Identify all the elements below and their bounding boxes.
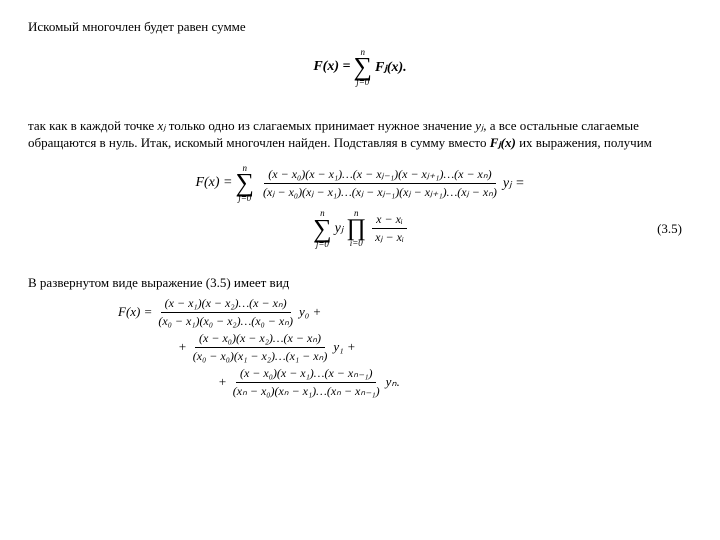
- f3-sum: n ∑ j=0: [313, 209, 332, 248]
- formula-2-block: F(x) = n ∑ j=0 (x − x₀)(x − x₁)…(x − xⱼ₋…: [28, 164, 692, 248]
- f4a-frac: (x − x₁)(x − x₂)…(x − xₙ) (x₀ − x₁)(x₀ −…: [154, 296, 297, 329]
- f1-lhs: F(x) =: [313, 59, 350, 75]
- document-page: Искомый многочлен будет равен сумме F(x)…: [0, 0, 720, 419]
- f4c-den: (xₙ − x₀)(xₙ − x₁)…(xₙ − xₙ₋₁): [229, 383, 384, 399]
- f1-sum: n ∑ j=0: [353, 48, 372, 87]
- sum-bot: j=0: [356, 78, 369, 87]
- f4-lhs: F(x) =: [118, 304, 152, 320]
- f2-lhs: F(x) =: [195, 175, 232, 191]
- f3-frac: x − xᵢ xⱼ − xᵢ: [371, 212, 408, 245]
- f2-den: (xⱼ − x₀)(xⱼ − x₁)…(xⱼ − xⱼ₋₁)(xⱼ − xⱼ₊₁…: [259, 184, 501, 200]
- f3-num: x − xᵢ: [372, 212, 407, 229]
- f4c-pre: +: [218, 374, 227, 390]
- formula-4b: + (x − x₀)(x − x₂)…(x − xₙ) (x₀ − x₀)(x₁…: [118, 331, 692, 364]
- p2d: их выражения, получим: [516, 135, 652, 150]
- sum-bot: j=0: [238, 194, 251, 203]
- p2b: только одно из слагаемых принимает нужно…: [165, 118, 475, 133]
- sigma-glyph: ∑: [353, 56, 372, 78]
- formula-1: F(x) = n ∑ j=0 Fⱼ(x).: [28, 48, 692, 87]
- f2-sum: n ∑ j=0: [236, 164, 255, 203]
- f3-den: xⱼ − xᵢ: [371, 229, 408, 245]
- f4b-tail: y₁ +: [333, 339, 355, 355]
- f4c-tail: yₙ.: [386, 374, 400, 390]
- formula-2: F(x) = n ∑ j=0 (x − x₀)(x − x₁)…(x − xⱼ₋…: [28, 164, 692, 203]
- sigma-glyph: ∑: [236, 172, 255, 194]
- fjx: Fⱼ(x): [490, 135, 516, 150]
- f4b-den: (x₀ − x₀)(x₁ − x₂)…(x₁ − xₙ): [189, 348, 332, 364]
- sum-bot: j=0: [316, 240, 329, 249]
- f2-tail: yⱼ =: [503, 175, 525, 192]
- f4a-num: (x − x₁)(x − x₂)…(x − xₙ): [161, 296, 291, 313]
- f2-frac: (x − x₀)(x − x₁)…(x − xⱼ₋₁)(x − xⱼ₊₁)…(x…: [259, 167, 501, 200]
- paragraph-intro: Искомый многочлен будет равен сумме: [28, 18, 692, 36]
- f4b-num: (x − x₀)(x − x₂)…(x − xₙ): [195, 331, 325, 348]
- eq-label-35: (3.5): [657, 221, 682, 237]
- f3-prod: n ∏ i=0: [346, 209, 366, 248]
- f4a-den: (x₀ − x₁)(x₀ − x₂)…(x₀ − xₙ): [154, 313, 297, 329]
- f1-rhs: Fⱼ(x).: [375, 59, 407, 76]
- f2-num: (x − x₀)(x − x₁)…(x − xⱼ₋₁)(x − xⱼ₊₁)…(x…: [264, 167, 495, 184]
- paragraph-3: В развернутом виде выражение (3.5) имеет…: [28, 274, 692, 292]
- formula-4c: + (x − x₀)(x − x₁)…(x − xₙ₋₁) (xₙ − x₀)(…: [118, 366, 692, 399]
- formula-4a: F(x) = (x − x₁)(x − x₂)…(x − xₙ) (x₀ − x…: [118, 296, 692, 329]
- f4b-pre: +: [178, 339, 187, 355]
- f3-mid: yⱼ: [335, 220, 344, 237]
- formula-4-block: F(x) = (x − x₁)(x − x₂)…(x − xₙ) (x₀ − x…: [28, 296, 692, 399]
- p2a: так как в каждой точке: [28, 118, 157, 133]
- f4c-num: (x − x₀)(x − x₁)…(x − xₙ₋₁): [236, 366, 377, 383]
- f4b-frac: (x − x₀)(x − x₂)…(x − xₙ) (x₀ − x₀)(x₁ −…: [189, 331, 332, 364]
- prod-bot: i=0: [350, 239, 363, 248]
- sigma-glyph: ∑: [313, 218, 332, 240]
- paragraph-2: так как в каждой точке xⱼ только одно из…: [28, 117, 692, 152]
- formula-3: n ∑ j=0 yⱼ n ∏ i=0 x − xᵢ xⱼ − xᵢ (3.5): [28, 209, 692, 248]
- f4c-frac: (x − x₀)(x − x₁)…(x − xₙ₋₁) (xₙ − x₀)(xₙ…: [229, 366, 384, 399]
- pi-glyph: ∏: [346, 218, 366, 240]
- f4a-tail: y₀ +: [299, 304, 321, 320]
